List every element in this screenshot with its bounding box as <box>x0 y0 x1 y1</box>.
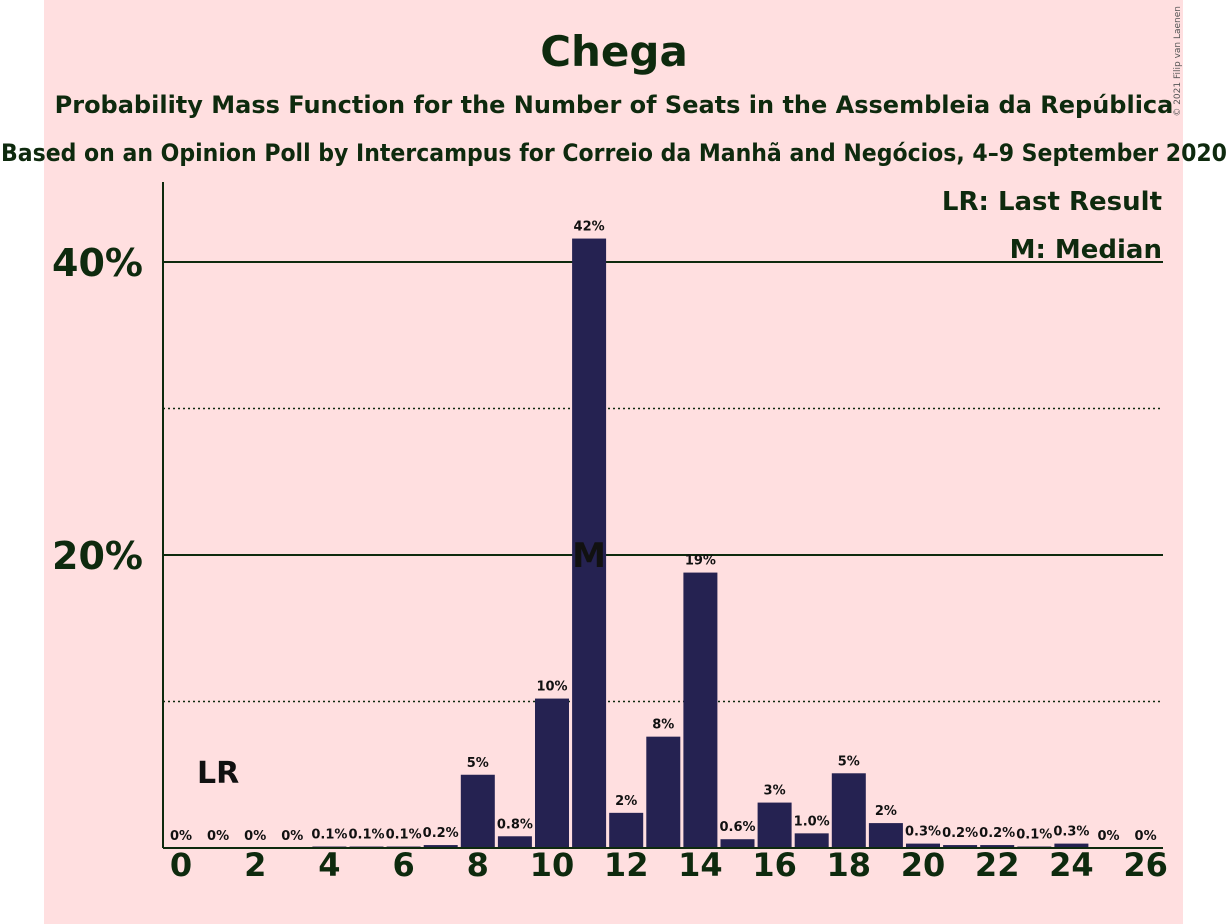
bar-value-label: 0.6% <box>719 820 755 835</box>
x-tick-label: 10 <box>530 846 575 884</box>
bar-value-label: 5% <box>467 756 489 771</box>
bar <box>497 836 532 848</box>
x-tick-label: 12 <box>604 846 649 884</box>
bar-value-label: 0.3% <box>905 825 941 840</box>
bar-value-label: 1.0% <box>794 814 830 829</box>
bar-value-label: 42% <box>574 220 605 235</box>
bar-value-label: 0% <box>1097 829 1119 844</box>
x-tick-label: 16 <box>752 846 797 884</box>
bar <box>423 845 458 848</box>
legend-median: M: Median <box>1010 235 1162 265</box>
bar-value-label: 0.2% <box>979 826 1015 841</box>
bar <box>868 823 903 848</box>
bar-value-label: 0% <box>281 829 303 844</box>
bar-value-label: 10% <box>536 680 567 695</box>
bar <box>535 698 569 848</box>
bar <box>460 774 495 848</box>
x-tick-label: 24 <box>1049 846 1094 884</box>
chart-background <box>44 0 1183 924</box>
bar-value-label: 5% <box>838 754 860 769</box>
bar-value-label: 0.8% <box>497 817 533 832</box>
y-tick-label: 20% <box>52 534 143 578</box>
bar-value-label: 3% <box>764 784 786 799</box>
bar-labels: 0% 0% 0% 0% 0.1% 0.1% 0.1% 0.2%5%0.8%10%42%2%8%… <box>170 220 1157 844</box>
bar-value-label: 19% <box>685 554 716 569</box>
bar <box>794 833 829 848</box>
bar-value-label: 8% <box>652 718 674 733</box>
bar <box>609 812 644 848</box>
bar-value-label: 0.1% <box>311 828 347 843</box>
bar <box>683 572 718 848</box>
bar-value-label: 0.1% <box>348 828 384 843</box>
bar <box>646 736 681 848</box>
bar <box>831 773 866 848</box>
x-tick-label: 0 <box>170 846 192 884</box>
bar-value-label: 0.2% <box>423 826 459 841</box>
bar <box>906 843 940 848</box>
x-axis-ticks: 0 2 4 6 8 10 12 14 16 18 20 22 24 26 <box>170 846 1168 884</box>
x-tick-label: 26 <box>1123 846 1168 884</box>
x-tick-label: 14 <box>678 846 723 884</box>
x-tick-label: 20 <box>901 846 946 884</box>
copyright-text: © 2021 Filip van Laenen <box>1173 6 1183 117</box>
bar <box>720 839 755 848</box>
bar <box>943 845 978 848</box>
bar <box>980 845 1015 848</box>
x-tick-label: 2 <box>244 846 266 884</box>
x-tick-label: 8 <box>467 846 489 884</box>
chart-subtitle-2: Based on an Opinion Poll by Intercampus … <box>1 139 1227 167</box>
x-tick-label: 22 <box>975 846 1020 884</box>
chart-subtitle-1: Probability Mass Function for the Number… <box>55 91 1174 119</box>
x-tick-label: 6 <box>392 846 414 884</box>
bar-value-label: 2% <box>615 794 637 809</box>
bar-value-label: 0% <box>170 829 192 844</box>
bar-value-label: 0% <box>244 829 266 844</box>
median-marker: M <box>572 536 606 576</box>
x-tick-label: 4 <box>318 846 340 884</box>
bar-value-label: 0.2% <box>942 826 978 841</box>
bar-value-label: 0% <box>207 829 229 844</box>
last-result-marker: LR <box>197 756 239 791</box>
x-tick-label: 18 <box>827 846 872 884</box>
y-axis-ticks: 20% 40% <box>52 241 143 578</box>
bar-value-label: 0% <box>1135 829 1157 844</box>
bars <box>312 238 1089 848</box>
bar-value-label: 0.1% <box>386 828 422 843</box>
chart-title: Chega <box>540 27 688 76</box>
y-tick-label: 40% <box>52 241 143 285</box>
bar <box>572 238 607 848</box>
bar-value-label: 2% <box>875 804 897 819</box>
gridlines <box>163 261 1163 703</box>
bar <box>1054 843 1089 848</box>
bar-value-label: 0.1% <box>1016 828 1052 843</box>
legend-last-result: LR: Last Result <box>942 187 1162 217</box>
bar-value-label: 0.3% <box>1053 825 1089 840</box>
bar <box>757 802 792 848</box>
